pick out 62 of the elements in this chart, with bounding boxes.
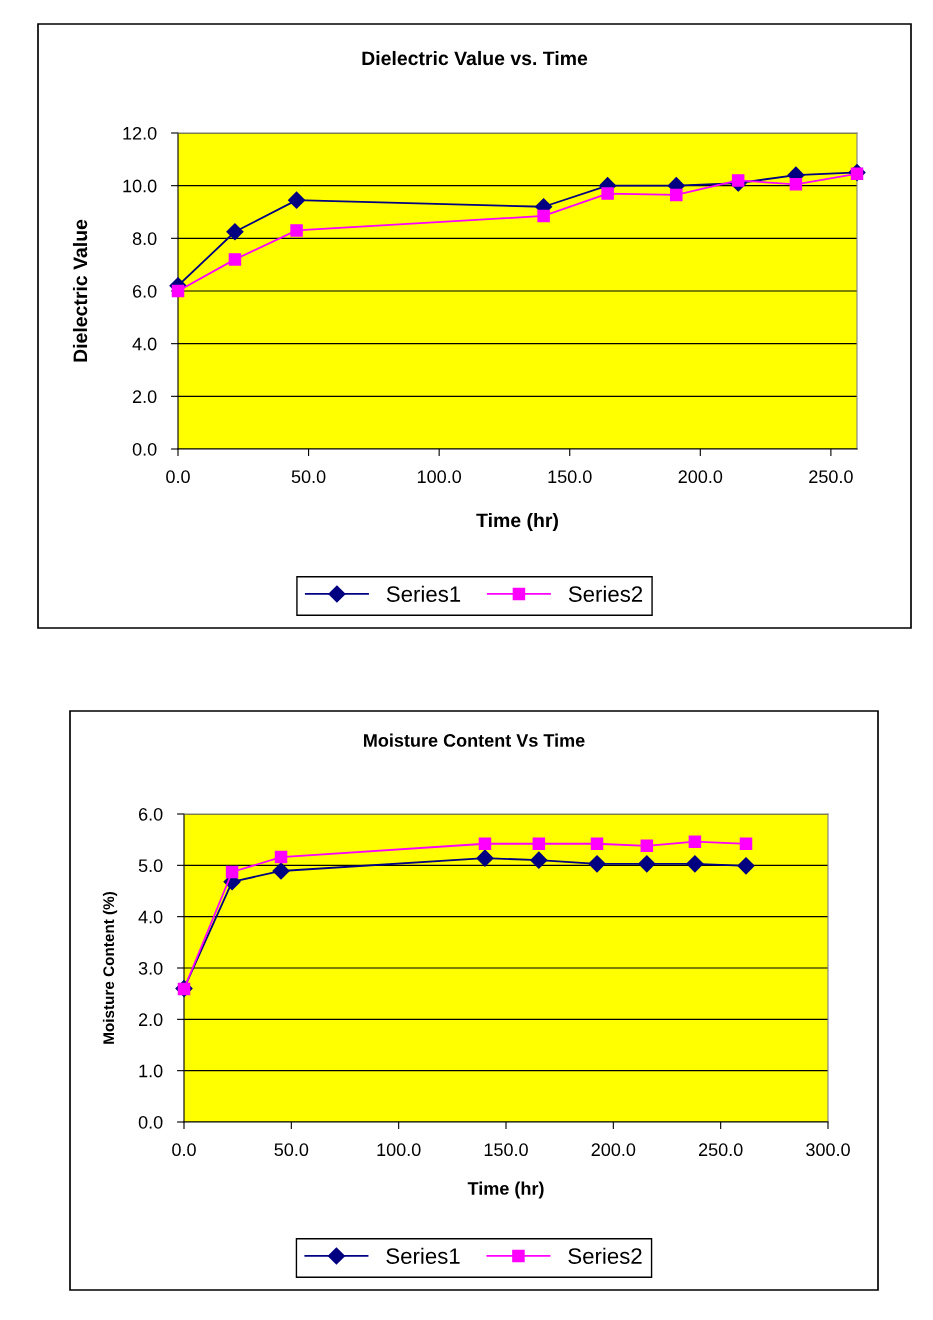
point — [288, 191, 306, 209]
x-tick-label: 300.0 — [806, 1143, 850, 1157]
legend-label: Series1 — [386, 1247, 460, 1264]
y-tick-label: 0.0 — [138, 1115, 163, 1129]
x-tick-label: 200.0 — [678, 470, 723, 484]
chart-title: Dielectric Value vs. Time — [362, 50, 588, 66]
point — [228, 253, 242, 266]
point — [478, 837, 492, 851]
legend-label: Series2 — [568, 585, 643, 602]
point — [530, 851, 548, 869]
x-tick-label: 0.0 — [172, 1143, 196, 1157]
point — [588, 855, 606, 873]
point — [532, 837, 546, 851]
y-tick-label: 2.0 — [132, 390, 157, 404]
point — [731, 174, 745, 187]
point — [226, 223, 244, 241]
point — [739, 837, 753, 851]
y-tick-label: 1.0 — [139, 1064, 163, 1078]
x-tick-label: 0.0 — [166, 470, 190, 484]
point — [225, 865, 239, 879]
x-tick-label: 150.0 — [484, 1143, 528, 1157]
x-tick-label: 150.0 — [548, 470, 592, 484]
y-tick-label: 10.0 — [123, 179, 157, 193]
y-tick-label: 4.0 — [138, 910, 163, 924]
x-axis-title: Time (hr) — [476, 512, 558, 532]
x-tick-label: 100.0 — [417, 470, 462, 484]
point — [789, 178, 803, 191]
y-tick-label: 6.0 — [132, 284, 157, 298]
y-tick-label: 5.0 — [138, 859, 163, 873]
point — [590, 837, 604, 851]
point — [638, 855, 656, 873]
legend-label: Series1 — [386, 585, 461, 602]
x-tick-label: 250.0 — [698, 1143, 743, 1157]
x-axis-title: Time (hr) — [467, 1181, 544, 1199]
chart-title: Moisture Content Vs Time — [364, 733, 585, 747]
point — [640, 839, 654, 853]
y-tick-label: 0.0 — [132, 442, 157, 456]
y-tick-label: 3.0 — [138, 961, 163, 975]
point — [272, 862, 290, 880]
x-tick-label: 100.0 — [377, 1143, 421, 1157]
point — [290, 224, 303, 237]
x-tick-label: 50.0 — [291, 470, 326, 484]
x-tick-label: 50.0 — [274, 1143, 309, 1157]
point — [670, 188, 683, 202]
point — [686, 855, 704, 873]
y-tick-label: 2.0 — [138, 1013, 163, 1027]
y-tick-label: 8.0 — [132, 232, 157, 246]
y-tick-label: 6.0 — [138, 807, 163, 821]
x-tick-label: 250.0 — [809, 470, 853, 484]
x-tick-label: 200.0 — [591, 1143, 636, 1157]
point — [274, 850, 288, 864]
point — [688, 835, 702, 848]
point — [537, 209, 550, 223]
y-axis-title: Dielectric Value — [72, 219, 88, 362]
legend-label: Series2 — [568, 1247, 642, 1264]
point — [476, 849, 494, 867]
y-axis-title: Moisture Content (%) — [102, 891, 118, 1044]
y-tick-label: 4.0 — [132, 337, 157, 351]
point — [737, 857, 755, 875]
point — [171, 284, 185, 298]
point — [601, 187, 614, 200]
y-tick-label: 12.0 — [123, 126, 157, 140]
